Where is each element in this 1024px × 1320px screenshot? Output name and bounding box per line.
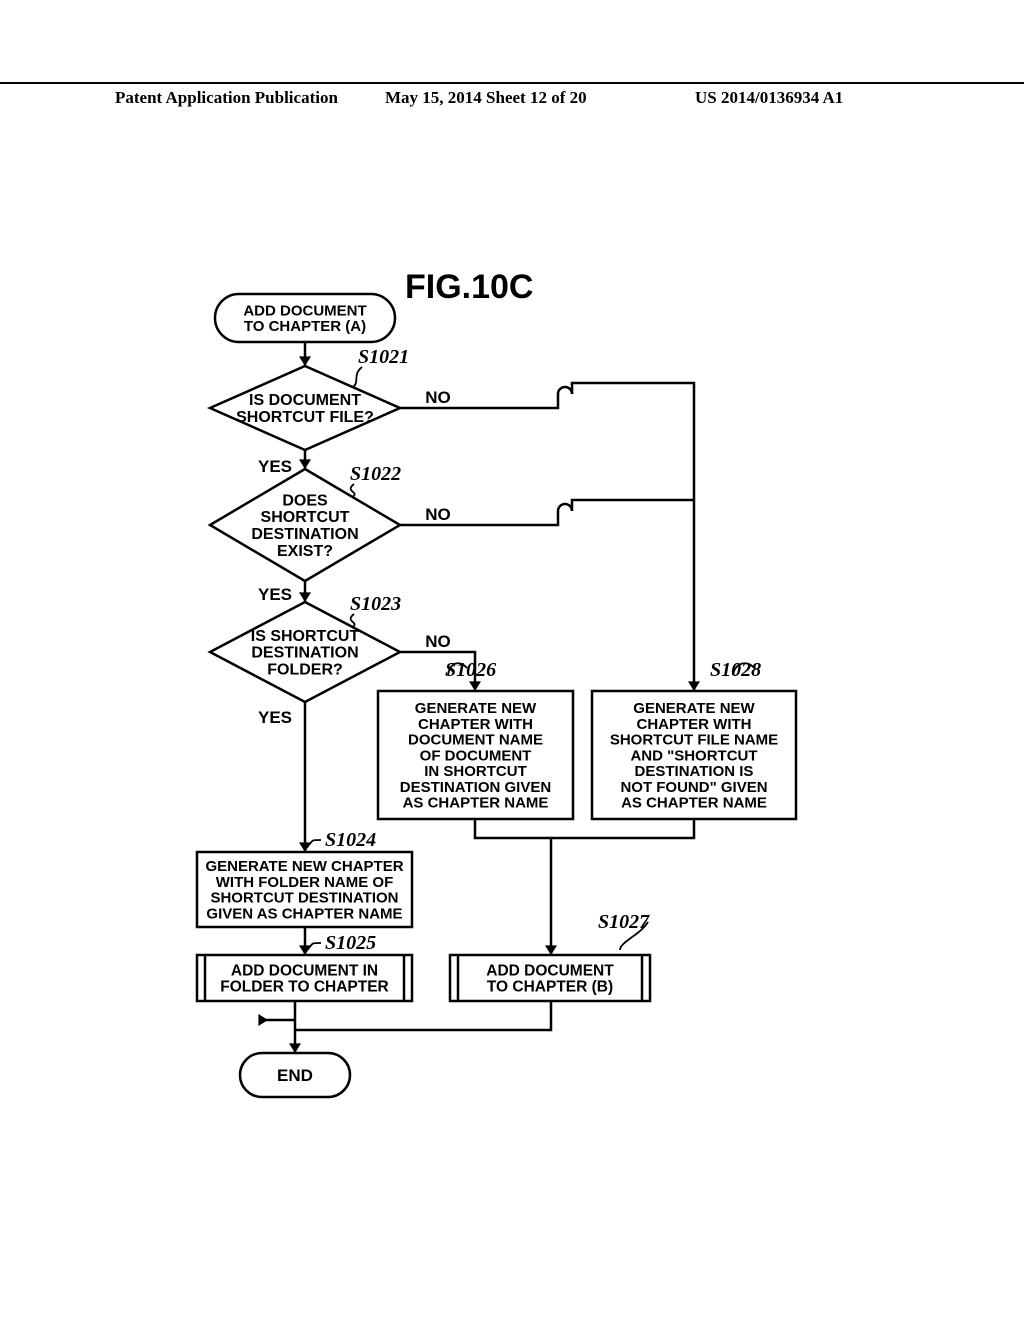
svg-text:GIVEN AS CHAPTER NAME: GIVEN AS CHAPTER NAME <box>206 905 402 922</box>
svg-text:S1022: S1022 <box>350 463 401 485</box>
svg-text:DOCUMENT NAME: DOCUMENT NAME <box>408 732 543 749</box>
svg-text:SHORTCUT FILE?: SHORTCUT FILE? <box>236 409 374 426</box>
svg-text:SHORTCUT FILE NAME: SHORTCUT FILE NAME <box>610 732 778 749</box>
svg-text:FOLDER TO CHAPTER: FOLDER TO CHAPTER <box>220 979 389 996</box>
svg-text:DESTINATION IS: DESTINATION IS <box>635 763 754 780</box>
svg-text:EXIST?: EXIST? <box>277 543 333 560</box>
svg-text:FOLDER?: FOLDER? <box>267 661 343 678</box>
svg-text:YES: YES <box>258 708 292 727</box>
svg-text:ADD DOCUMENT: ADD DOCUMENT <box>486 962 614 979</box>
svg-text:S1023: S1023 <box>350 593 401 615</box>
svg-text:CHAPTER WITH: CHAPTER WITH <box>418 716 533 733</box>
svg-text:S1025: S1025 <box>325 932 376 954</box>
svg-text:IS SHORTCUT: IS SHORTCUT <box>251 628 360 645</box>
svg-text:S1028: S1028 <box>710 659 761 681</box>
svg-text:NO: NO <box>425 388 451 407</box>
svg-text:DESTINATION: DESTINATION <box>251 526 358 543</box>
svg-text:DOES: DOES <box>282 492 328 509</box>
svg-text:YES: YES <box>258 457 292 476</box>
svg-text:GENERATE NEW: GENERATE NEW <box>633 700 755 717</box>
svg-text:S1026: S1026 <box>445 659 496 681</box>
svg-text:S1024: S1024 <box>325 829 376 851</box>
svg-text:S1021: S1021 <box>358 346 409 368</box>
svg-text:ADD DOCUMENT IN: ADD DOCUMENT IN <box>231 962 378 979</box>
svg-text:AS CHAPTER NAME: AS CHAPTER NAME <box>403 795 549 812</box>
svg-text:YES: YES <box>258 585 292 604</box>
svg-text:DESTINATION GIVEN: DESTINATION GIVEN <box>400 779 551 796</box>
svg-text:S1027: S1027 <box>598 911 650 933</box>
svg-text:AND "SHORTCUT: AND "SHORTCUT <box>630 747 757 764</box>
svg-text:CHAPTER WITH: CHAPTER WITH <box>637 716 752 733</box>
svg-text:NO: NO <box>425 632 451 651</box>
svg-text:TO CHAPTER (B): TO CHAPTER (B) <box>487 979 613 996</box>
svg-text:ADD DOCUMENT: ADD DOCUMENT <box>243 302 366 319</box>
flowchart-canvas: ADD DOCUMENTTO CHAPTER (A)ENDIS DOCUMENT… <box>0 0 1024 1320</box>
svg-text:DESTINATION: DESTINATION <box>251 645 358 662</box>
svg-text:IN SHORTCUT: IN SHORTCUT <box>424 763 527 780</box>
svg-text:TO CHAPTER (A): TO CHAPTER (A) <box>244 318 366 335</box>
svg-text:NOT FOUND" GIVEN: NOT FOUND" GIVEN <box>620 779 767 796</box>
svg-text:IS DOCUMENT: IS DOCUMENT <box>249 392 361 409</box>
svg-text:GENERATE NEW: GENERATE NEW <box>415 700 537 717</box>
svg-text:OF DOCUMENT: OF DOCUMENT <box>420 747 532 764</box>
svg-text:AS CHAPTER NAME: AS CHAPTER NAME <box>621 795 767 812</box>
svg-text:END: END <box>277 1066 313 1085</box>
svg-text:NO: NO <box>425 505 451 524</box>
svg-text:WITH FOLDER NAME OF: WITH FOLDER NAME OF <box>216 874 393 891</box>
svg-text:SHORTCUT: SHORTCUT <box>261 509 350 526</box>
svg-text:GENERATE NEW CHAPTER: GENERATE NEW CHAPTER <box>205 858 403 875</box>
svg-text:SHORTCUT DESTINATION: SHORTCUT DESTINATION <box>210 890 398 907</box>
